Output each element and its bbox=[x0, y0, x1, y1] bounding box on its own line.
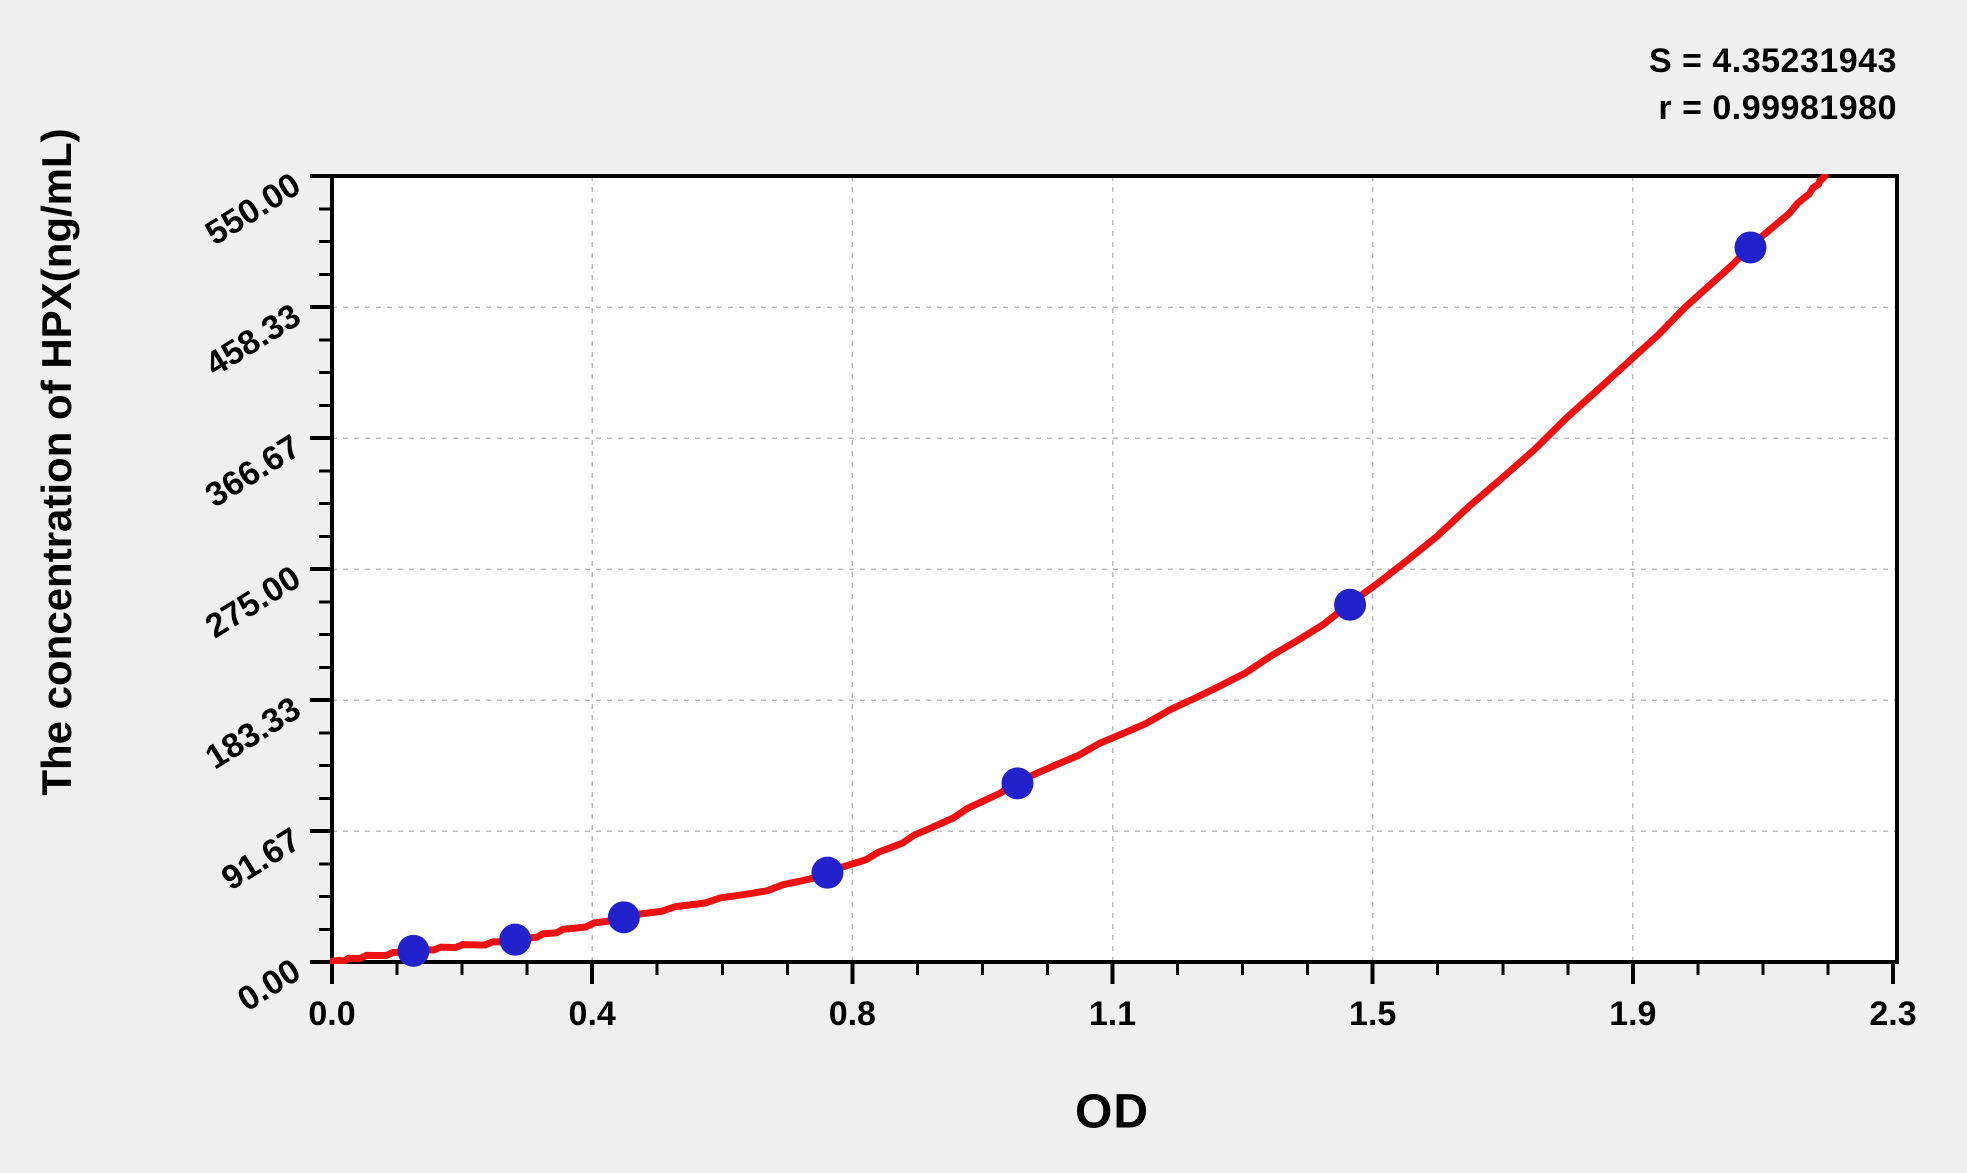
fit-statistics: S = 4.35231943 r = 0.99981980 bbox=[1649, 38, 1897, 132]
fit-statistic-s: S = 4.35231943 bbox=[1648, 42, 1897, 80]
data-point bbox=[811, 856, 844, 889]
y-tick-label: 366.67 bbox=[199, 428, 307, 515]
x-tick-label: 0.8 bbox=[829, 995, 876, 1033]
y-tick-label: 458.33 bbox=[199, 297, 307, 384]
plot-border bbox=[330, 174, 1899, 964]
y-tick-label: 275.00 bbox=[199, 559, 307, 646]
x-axis-title: OD bbox=[1075, 1085, 1149, 1139]
data-point bbox=[397, 934, 430, 967]
fit-statistic-r: r = 0.99981980 bbox=[1658, 89, 1897, 127]
data-point bbox=[1734, 231, 1767, 264]
x-tick-label: 1.5 bbox=[1349, 995, 1396, 1033]
y-tick-label: 0.00 bbox=[231, 952, 307, 1019]
data-point bbox=[607, 901, 640, 934]
x-tick-label: 1.9 bbox=[1609, 995, 1656, 1033]
y-tick-label: 183.33 bbox=[199, 690, 307, 777]
x-tick-label: 1.1 bbox=[1089, 995, 1136, 1033]
data-point bbox=[499, 923, 532, 956]
data-point bbox=[1334, 588, 1367, 621]
y-tick-label: 91.67 bbox=[215, 821, 307, 898]
x-tick-label: 2.3 bbox=[1869, 995, 1916, 1033]
data-point bbox=[1001, 767, 1034, 800]
x-tick-label: 0.4 bbox=[569, 995, 616, 1033]
y-tick-label: 550.00 bbox=[199, 166, 307, 253]
x-tick-label: 0.0 bbox=[308, 995, 355, 1033]
